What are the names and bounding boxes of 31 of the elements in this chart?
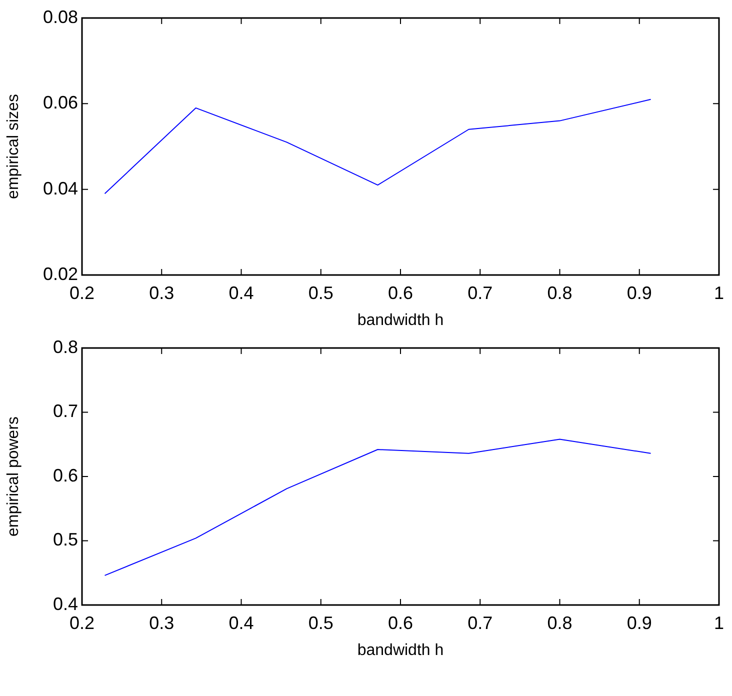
y-tick-label: 0.6 [52,465,78,486]
x-tick-label: 0.4 [228,612,254,633]
x-tick-label: 0.7 [468,612,493,633]
y-tick-label: 0.04 [42,178,78,198]
y-tick-label: 0.06 [42,92,78,113]
x-tick-label: 0.9 [626,282,652,303]
y-tick-label: 0.4 [52,594,78,614]
x-tick-label: 0.7 [468,282,493,303]
x-tick-label: 0.8 [547,612,572,633]
x-tick-label: 0.6 [388,282,414,303]
y-axis-title: empirical sizes [5,94,22,199]
x-tick-label: 0.8 [547,282,572,303]
x-tick-label: 0.6 [388,612,414,633]
x-tick-label: 0.2 [69,612,95,633]
x-axis-title: bandwidth h [357,642,444,659]
y-tick-label: 0.08 [42,6,78,27]
x-tick-label: 1 [714,612,724,633]
y-tick-label: 0.5 [52,530,78,550]
x-tick-label: 0.5 [308,612,334,633]
x-tick-label: 0.5 [308,282,334,303]
x-tick-label: 0.9 [626,612,652,633]
y-tick-label: 0.02 [42,264,78,284]
x-axis-title: bandwidth h [357,312,444,329]
y-tick-label: 0.8 [52,336,78,357]
x-tick-label: 0.3 [149,282,174,303]
x-tick-label: 0.2 [69,282,95,303]
y-axis-title: empirical powers [5,416,22,537]
x-tick-label: 1 [714,282,724,303]
y-tick-label: 0.7 [52,401,78,422]
x-tick-label: 0.3 [149,612,174,633]
x-tick-label: 0.4 [228,282,254,303]
